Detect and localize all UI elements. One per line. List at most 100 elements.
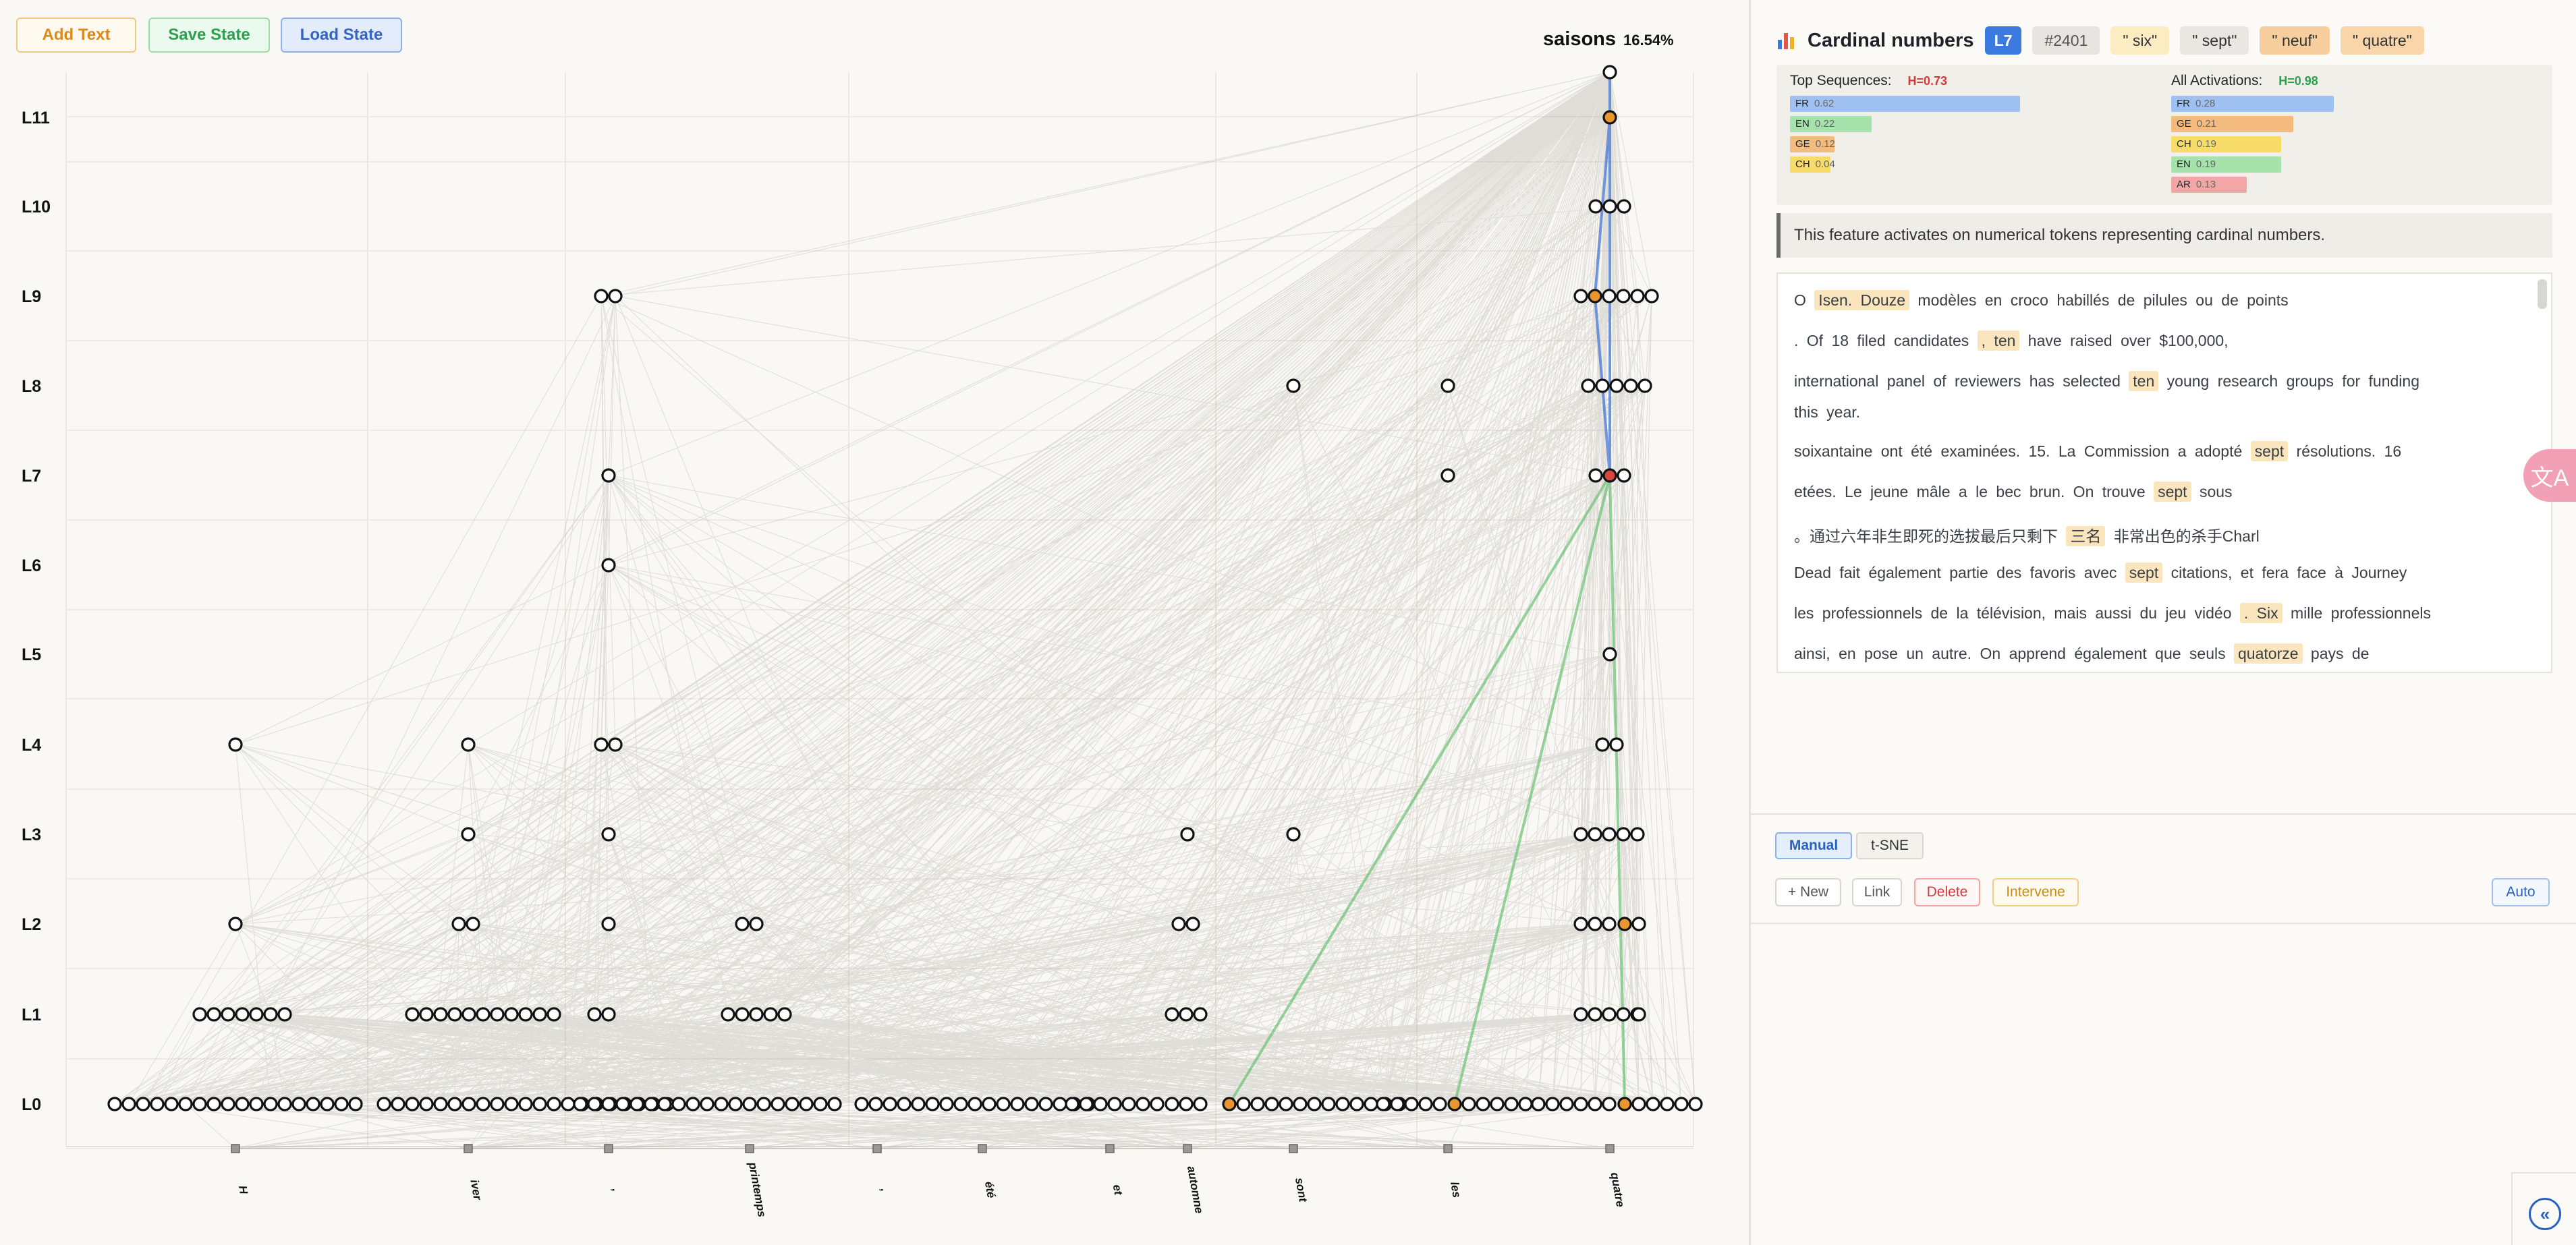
token-node[interactable]	[1605, 1144, 1615, 1153]
graph-node[interactable]	[644, 1097, 659, 1111]
graph-node[interactable]	[136, 1097, 150, 1111]
graph-node[interactable]	[504, 1007, 519, 1022]
graph-node[interactable]	[714, 1097, 729, 1111]
graph-node[interactable]	[221, 1097, 235, 1111]
graph-node[interactable]	[827, 1097, 842, 1111]
graph-node[interactable]	[461, 1007, 476, 1022]
graph-node[interactable]	[1490, 1097, 1505, 1111]
graph-node[interactable]	[1065, 1097, 1080, 1111]
graph-node[interactable]	[1573, 917, 1588, 931]
graph-node[interactable]	[1264, 1097, 1279, 1111]
graph-node[interactable]	[1631, 917, 1646, 931]
graph-node[interactable]	[561, 1097, 576, 1111]
graph-node[interactable]	[1674, 1097, 1689, 1111]
graph-node[interactable]	[982, 1097, 997, 1111]
graph-node[interactable]	[1286, 378, 1301, 393]
graph-node[interactable]	[925, 1097, 940, 1111]
graph-node[interactable]	[1623, 378, 1638, 393]
graph-node[interactable]	[685, 1097, 700, 1111]
token-node[interactable]	[1443, 1144, 1453, 1153]
graph-node[interactable]	[657, 1097, 672, 1111]
load-state-button[interactable]: Load State	[281, 18, 402, 53]
graph-node[interactable]	[1531, 1097, 1546, 1111]
token-node[interactable]	[604, 1144, 613, 1153]
graph-node[interactable]	[447, 1097, 462, 1111]
graph-node[interactable]	[1602, 199, 1617, 214]
graph-node[interactable]	[1617, 468, 1631, 483]
graph-node[interactable]	[277, 1097, 292, 1111]
graph-node[interactable]	[405, 1007, 420, 1022]
graph-node[interactable]	[1588, 917, 1602, 931]
graph-node[interactable]	[594, 737, 609, 752]
graph-node[interactable]	[391, 1097, 405, 1111]
graph-node[interactable]	[419, 1097, 434, 1111]
graph-node[interactable]	[1631, 1007, 1646, 1022]
graph-node[interactable]	[1588, 1007, 1602, 1022]
graph-node[interactable]	[291, 1097, 306, 1111]
graph-node[interactable]	[1688, 1097, 1703, 1111]
graph-node[interactable]	[1588, 199, 1603, 214]
graph-node[interactable]	[1404, 1097, 1419, 1111]
graph-node[interactable]	[1609, 737, 1624, 752]
output-node[interactable]	[1602, 65, 1617, 80]
graph-node[interactable]	[1631, 1097, 1646, 1111]
graph-node[interactable]	[1545, 1097, 1560, 1111]
graph-node[interactable]	[1630, 827, 1645, 842]
graph-node[interactable]	[263, 1097, 278, 1111]
graph-node[interactable]	[228, 737, 243, 752]
graph-node[interactable]	[1602, 468, 1617, 483]
graph-node[interactable]	[1461, 1097, 1476, 1111]
graph-node[interactable]	[1602, 647, 1617, 662]
add-text-button[interactable]: Add Text	[16, 18, 136, 53]
graph-node[interactable]	[799, 1097, 814, 1111]
graph-node[interactable]	[348, 1097, 363, 1111]
graph-node[interactable]	[1588, 1097, 1602, 1111]
graph-node[interactable]	[1121, 1097, 1136, 1111]
graph-node[interactable]	[1617, 1097, 1632, 1111]
graph-node[interactable]	[1573, 1007, 1588, 1022]
graph-node[interactable]	[150, 1097, 165, 1111]
graph-node[interactable]	[1193, 1097, 1208, 1111]
graph-node[interactable]	[629, 1097, 644, 1111]
graph-node[interactable]	[771, 1097, 785, 1111]
graph-node[interactable]	[206, 1097, 221, 1111]
graph-node[interactable]	[490, 1097, 505, 1111]
graph-node[interactable]	[1637, 378, 1652, 393]
graph-node[interactable]	[968, 1097, 982, 1111]
graph-node[interactable]	[249, 1097, 264, 1111]
graph-node[interactable]	[1609, 378, 1624, 393]
node-canvas-area[interactable]	[1751, 923, 2576, 924]
auto-button[interactable]: Auto	[2492, 878, 2550, 906]
graph-node[interactable]	[1504, 1097, 1519, 1111]
graph-node[interactable]	[608, 737, 623, 752]
example-highlight[interactable]: ten	[2129, 371, 2159, 391]
graph-node[interactable]	[476, 1007, 491, 1022]
graph-node[interactable]	[192, 1007, 207, 1022]
graph-node[interactable]	[756, 1097, 771, 1111]
graph-node[interactable]	[518, 1007, 533, 1022]
graph-node[interactable]	[433, 1007, 448, 1022]
tab-tsne[interactable]: t-SNE	[1856, 832, 1924, 859]
graph-node[interactable]	[433, 1097, 448, 1111]
intervene-button[interactable]: Intervene	[1992, 878, 2079, 906]
graph-node[interactable]	[547, 1097, 561, 1111]
example-highlight[interactable]: sept	[2250, 441, 2289, 461]
graph-node[interactable]	[749, 917, 764, 931]
graph-node[interactable]	[1179, 1097, 1194, 1111]
example-list[interactable]: O Isen. Douze modèles en croco habillés …	[1776, 272, 2552, 673]
graph-node[interactable]	[1418, 1097, 1433, 1111]
graph-node[interactable]	[1602, 827, 1617, 842]
graph-node[interactable]	[1644, 289, 1659, 303]
collapse-icon[interactable]: «	[2529, 1198, 2561, 1230]
graph-node[interactable]	[1321, 1097, 1336, 1111]
graph-node[interactable]	[1390, 1097, 1405, 1111]
token-node[interactable]	[231, 1144, 240, 1153]
link-button[interactable]: Link	[1852, 878, 1902, 906]
example-highlight[interactable]: , ten	[1977, 330, 2020, 351]
graph-node[interactable]	[601, 558, 616, 573]
graph-node[interactable]	[121, 1097, 136, 1111]
graph-node[interactable]	[939, 1097, 954, 1111]
graph-node[interactable]	[1616, 1007, 1631, 1022]
token-node[interactable]	[464, 1144, 473, 1153]
graph-node[interactable]	[1617, 917, 1632, 931]
